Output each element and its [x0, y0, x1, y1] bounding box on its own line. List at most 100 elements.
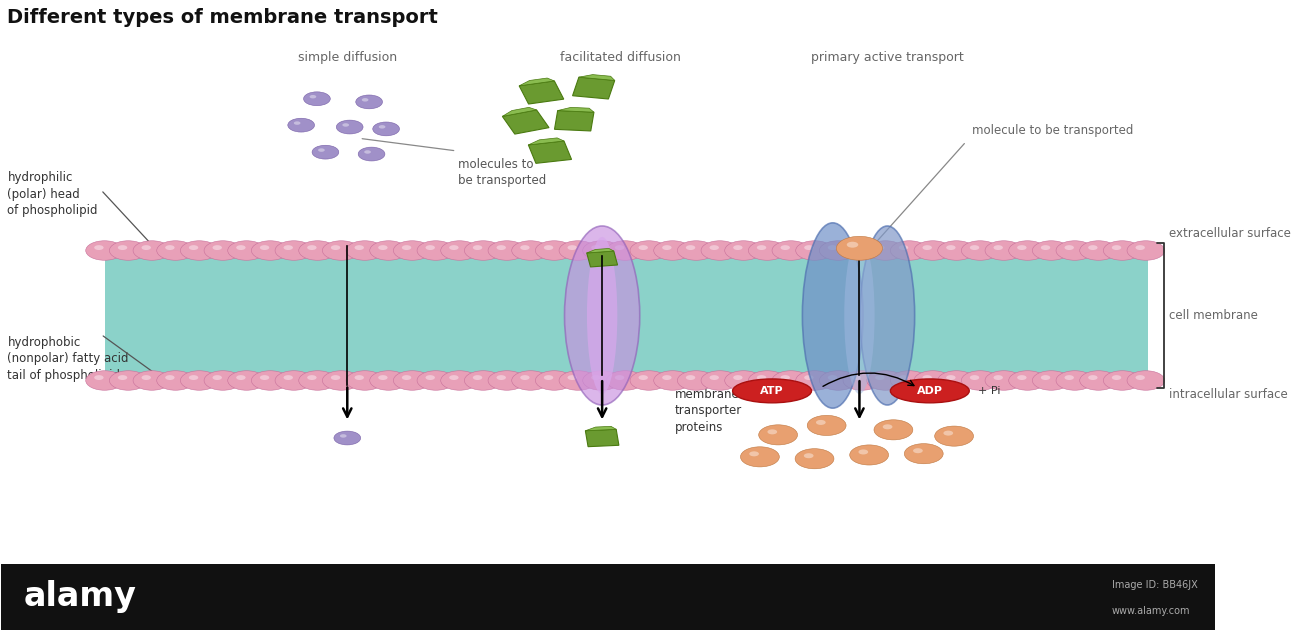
Circle shape	[339, 434, 347, 438]
Circle shape	[227, 241, 265, 260]
Circle shape	[1041, 375, 1050, 380]
Circle shape	[543, 245, 554, 250]
Circle shape	[464, 371, 502, 390]
Circle shape	[1104, 241, 1141, 260]
Circle shape	[962, 241, 998, 260]
Circle shape	[985, 241, 1023, 260]
Circle shape	[1127, 241, 1165, 260]
Circle shape	[118, 245, 127, 250]
Circle shape	[299, 371, 337, 390]
Circle shape	[677, 241, 715, 260]
Polygon shape	[502, 110, 549, 134]
Circle shape	[1088, 375, 1097, 380]
Circle shape	[749, 371, 786, 390]
Circle shape	[937, 371, 975, 390]
Circle shape	[772, 241, 810, 260]
Circle shape	[118, 375, 127, 380]
Circle shape	[237, 245, 246, 250]
Circle shape	[630, 371, 668, 390]
Circle shape	[733, 375, 742, 380]
Circle shape	[638, 245, 647, 250]
Circle shape	[592, 375, 601, 380]
Polygon shape	[578, 74, 615, 80]
Circle shape	[923, 245, 932, 250]
Circle shape	[923, 375, 932, 380]
Circle shape	[497, 245, 506, 250]
Circle shape	[850, 445, 889, 465]
Polygon shape	[586, 249, 614, 253]
Circle shape	[836, 237, 883, 260]
Circle shape	[741, 447, 779, 467]
Circle shape	[188, 245, 199, 250]
Text: primary active transport: primary active transport	[811, 51, 963, 64]
Circle shape	[86, 241, 124, 260]
Circle shape	[450, 245, 459, 250]
Circle shape	[701, 371, 738, 390]
Circle shape	[759, 425, 797, 445]
Circle shape	[276, 241, 313, 260]
Circle shape	[630, 241, 668, 260]
Circle shape	[417, 371, 455, 390]
Circle shape	[891, 371, 928, 390]
Ellipse shape	[802, 223, 863, 408]
Circle shape	[369, 241, 407, 260]
Circle shape	[520, 245, 529, 250]
Circle shape	[1088, 245, 1097, 250]
Polygon shape	[585, 429, 619, 447]
Circle shape	[373, 122, 399, 136]
Polygon shape	[519, 81, 564, 104]
Circle shape	[654, 241, 692, 260]
Circle shape	[402, 375, 411, 380]
Circle shape	[260, 245, 269, 250]
Polygon shape	[528, 141, 572, 163]
Circle shape	[638, 375, 647, 380]
Text: extracellular surface: extracellular surface	[1169, 227, 1291, 240]
Circle shape	[287, 118, 315, 132]
Circle shape	[142, 375, 151, 380]
Circle shape	[417, 241, 455, 260]
Text: simple diffusion: simple diffusion	[298, 51, 396, 64]
Circle shape	[276, 371, 313, 390]
Circle shape	[364, 150, 370, 154]
Circle shape	[165, 245, 174, 250]
Circle shape	[828, 245, 837, 250]
Circle shape	[1080, 371, 1117, 390]
Circle shape	[875, 245, 884, 250]
Circle shape	[898, 245, 909, 250]
Ellipse shape	[733, 379, 811, 403]
Circle shape	[212, 245, 222, 250]
Circle shape	[970, 245, 979, 250]
Circle shape	[227, 371, 265, 390]
Circle shape	[568, 245, 577, 250]
Text: Image ID: BB46JX: Image ID: BB46JX	[1112, 580, 1197, 590]
Circle shape	[1009, 371, 1046, 390]
Circle shape	[1017, 375, 1027, 380]
Circle shape	[488, 371, 525, 390]
Polygon shape	[572, 77, 615, 99]
Circle shape	[686, 245, 696, 250]
Circle shape	[133, 371, 170, 390]
Circle shape	[935, 426, 974, 446]
Circle shape	[441, 371, 478, 390]
Circle shape	[905, 444, 944, 464]
Circle shape	[842, 241, 880, 260]
Circle shape	[157, 241, 195, 260]
Circle shape	[606, 241, 644, 260]
Polygon shape	[586, 251, 618, 267]
Circle shape	[361, 98, 368, 102]
Circle shape	[294, 121, 300, 125]
Polygon shape	[558, 107, 594, 112]
Circle shape	[464, 241, 502, 260]
Circle shape	[606, 371, 644, 390]
Circle shape	[559, 241, 597, 260]
Circle shape	[1135, 375, 1145, 380]
Circle shape	[796, 371, 833, 390]
Circle shape	[212, 375, 222, 380]
Circle shape	[710, 245, 719, 250]
Circle shape	[1127, 371, 1165, 390]
Circle shape	[985, 371, 1023, 390]
Circle shape	[378, 375, 387, 380]
Circle shape	[993, 245, 1002, 250]
Text: cell membrane: cell membrane	[1169, 309, 1258, 322]
Circle shape	[852, 245, 861, 250]
